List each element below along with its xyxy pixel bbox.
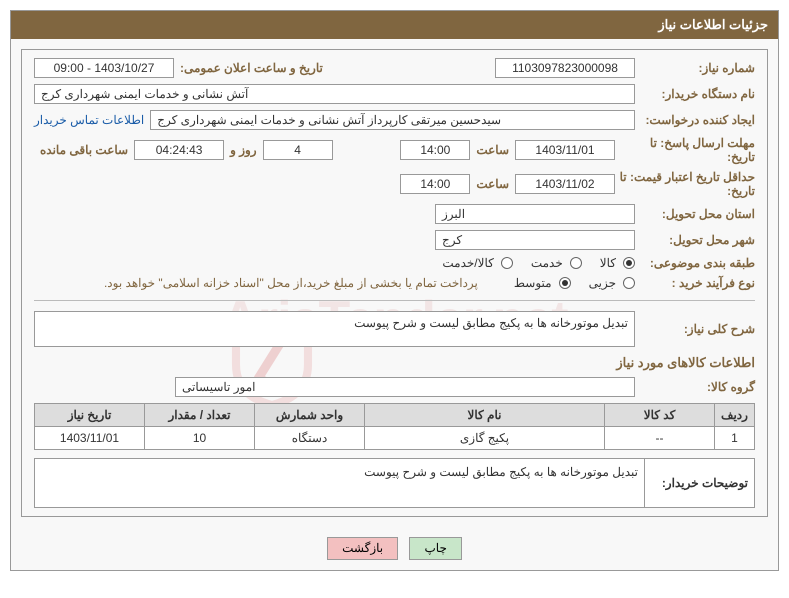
- radio-kala-khedmat-label: کالا/خدمت: [438, 256, 497, 270]
- general-desc-field: تبدیل موتورخانه ها به پکیج مطابق لیست و …: [34, 311, 635, 347]
- announce-datetime-field: 1403/10/27 - 09:00: [34, 58, 174, 78]
- row-purchase-process: نوع فرآیند خرید : جزیی متوسط پرداخت تمام…: [34, 276, 755, 290]
- row-classification: طبقه بندی موضوعی: کالا خدمت کالا/خدمت: [34, 256, 755, 270]
- th-unit: واحد شمارش: [255, 404, 365, 427]
- th-need-date: تاریخ نیاز: [35, 404, 145, 427]
- row-request-creator: ایجاد کننده درخواست: سیدحسین میرتقی کارپ…: [34, 110, 755, 130]
- radio-circle-icon: [501, 257, 513, 269]
- radio-circle-icon: [570, 257, 582, 269]
- td-qty: 10: [145, 427, 255, 450]
- need-number-label: شماره نیاز:: [635, 61, 755, 75]
- purchase-process-label: نوع فرآیند خرید :: [635, 276, 755, 290]
- classification-label: طبقه بندی موضوعی:: [635, 256, 755, 270]
- buyer-note-block: توضیحات خریدار: تبدیل موتورخانه ها به پک…: [34, 458, 755, 508]
- row-general-desc: شرح کلی نیاز: تبدیل موتورخانه ها به پکیج…: [34, 311, 755, 347]
- radio-motavaset[interactable]: متوسط: [510, 276, 571, 290]
- panel-header: جزئیات اطلاعات نیاز: [11, 11, 778, 39]
- buyer-org-field: آتش نشانی و خدمات ایمنی شهرداری کرج: [34, 84, 635, 104]
- th-qty: تعداد / مقدار: [145, 404, 255, 427]
- radio-circle-icon: [623, 257, 635, 269]
- price-validity-time-label: ساعت: [470, 177, 515, 191]
- buyer-note-content: تبدیل موتورخانه ها به پکیج مطابق لیست و …: [35, 459, 644, 507]
- row-delivery-city: شهر محل تحویل: کرج: [34, 230, 755, 250]
- delivery-city-field: کرج: [435, 230, 635, 250]
- items-table: ردیف کد کالا نام کالا واحد شمارش تعداد /…: [34, 403, 755, 450]
- radio-jozi[interactable]: جزیی: [585, 276, 635, 290]
- reply-date-field: 1403/11/01: [515, 140, 615, 160]
- reply-time-field: 14:00: [400, 140, 470, 160]
- buyer-org-label: نام دستگاه خریدار:: [635, 87, 755, 101]
- th-item-name: نام کالا: [365, 404, 605, 427]
- remaining-time-field: 04:24:43: [134, 140, 224, 160]
- th-item-code: کد کالا: [605, 404, 715, 427]
- payment-note: پرداخت تمام یا بخشی از مبلغ خرید،از محل …: [104, 276, 478, 290]
- back-button[interactable]: بازگشت: [327, 537, 398, 560]
- delivery-province-field: البرز: [435, 204, 635, 224]
- radio-motavaset-label: متوسط: [510, 276, 556, 290]
- button-row: چاپ بازگشت: [11, 527, 778, 570]
- goods-group-field: امور تاسیساتی: [175, 377, 635, 397]
- radio-circle-icon: [623, 277, 635, 289]
- delivery-province-label: استان محل تحویل:: [635, 207, 755, 221]
- buyer-contact-link[interactable]: اطلاعات تماس خریدار: [34, 113, 150, 127]
- items-section-title: اطلاعات کالاهای مورد نیاز: [34, 355, 755, 371]
- radio-circle-icon: [559, 277, 571, 289]
- classification-radio-group: کالا خدمت کالا/خدمت: [426, 256, 635, 270]
- request-creator-label: ایجاد کننده درخواست:: [635, 113, 755, 127]
- request-creator-field: سیدحسین میرتقی کارپرداز آتش نشانی و خدما…: [150, 110, 635, 130]
- radio-kala-label: کالا: [596, 256, 620, 270]
- td-item-code: --: [605, 427, 715, 450]
- td-need-date: 1403/11/01: [35, 427, 145, 450]
- table-header-row: ردیف کد کالا نام کالا واحد شمارش تعداد /…: [35, 404, 755, 427]
- purchase-process-radio-group: جزیی متوسط: [498, 276, 635, 290]
- price-validity-label: حداقل تاریخ اعتبار قیمت: تا تاریخ:: [615, 170, 755, 198]
- row-need-number: شماره نیاز: 1103097823000098 تاریخ و ساع…: [34, 58, 755, 78]
- radio-kala[interactable]: کالا: [596, 256, 635, 270]
- panel-title: جزئیات اطلاعات نیاز: [658, 17, 768, 32]
- row-price-validity: حداقل تاریخ اعتبار قیمت: تا تاریخ: 1403/…: [34, 170, 755, 198]
- goods-group-label: گروه کالا:: [635, 380, 755, 394]
- table-row: 1 -- پکیج گازی دستگاه 10 1403/11/01: [35, 427, 755, 450]
- general-desc-label: شرح کلی نیاز:: [635, 322, 755, 336]
- td-row-num: 1: [715, 427, 755, 450]
- reply-deadline-label: مهلت ارسال پاسخ: تا تاریخ:: [615, 136, 755, 164]
- days-and-label: روز و: [224, 143, 263, 157]
- price-validity-date-field: 1403/11/02: [515, 174, 615, 194]
- row-delivery-province: استان محل تحویل: البرز: [34, 204, 755, 224]
- row-buyer-org: نام دستگاه خریدار: آتش نشانی و خدمات ایم…: [34, 84, 755, 104]
- radio-jozi-label: جزیی: [585, 276, 620, 290]
- row-reply-deadline: مهلت ارسال پاسخ: تا تاریخ: 1403/11/01 سا…: [34, 136, 755, 164]
- radio-khedmat-label: خدمت: [527, 256, 567, 270]
- delivery-city-label: شهر محل تحویل:: [635, 233, 755, 247]
- radio-kala-khedmat[interactable]: کالا/خدمت: [438, 256, 512, 270]
- remaining-label: ساعت باقی مانده: [34, 143, 134, 157]
- print-button[interactable]: چاپ: [409, 537, 461, 560]
- announce-datetime-label: تاریخ و ساعت اعلان عمومی:: [174, 61, 329, 75]
- buyer-note-label: توضیحات خریدار:: [644, 459, 754, 507]
- td-item-name: پکیج گازی: [365, 427, 605, 450]
- separator: [34, 300, 755, 301]
- td-unit: دستگاه: [255, 427, 365, 450]
- reply-time-label: ساعت: [470, 143, 515, 157]
- need-number-field: 1103097823000098: [495, 58, 635, 78]
- main-panel: AriaTender.net شماره نیاز: 1103097823000…: [21, 49, 768, 517]
- outer-container: جزئیات اطلاعات نیاز AriaTender.net شماره…: [10, 10, 779, 571]
- radio-khedmat[interactable]: خدمت: [527, 256, 582, 270]
- th-row-num: ردیف: [715, 404, 755, 427]
- price-validity-time-field: 14:00: [400, 174, 470, 194]
- remaining-days-field: 4: [263, 140, 333, 160]
- row-goods-group: گروه کالا: امور تاسیساتی: [34, 377, 755, 397]
